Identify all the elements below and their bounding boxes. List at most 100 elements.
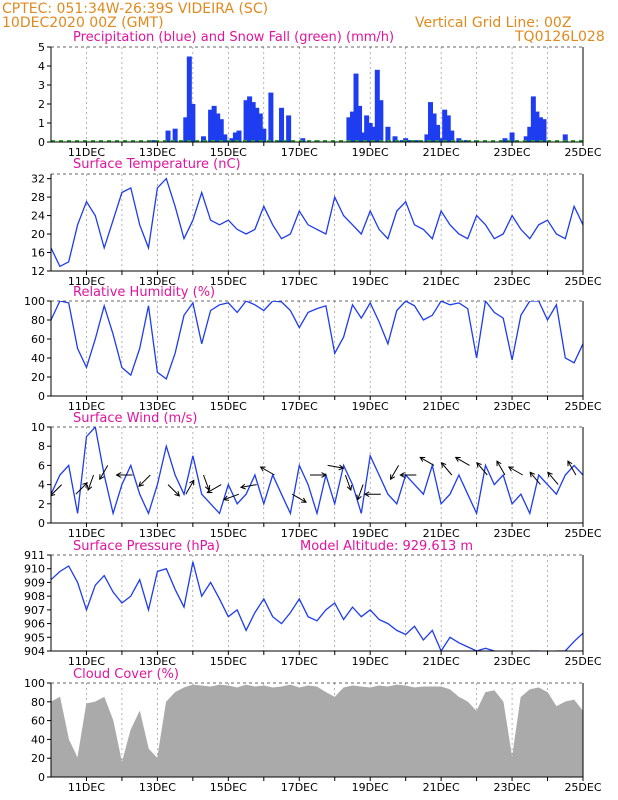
precip-ytick-label: 5 bbox=[38, 41, 45, 54]
wind-arrow-shaft bbox=[51, 484, 62, 496]
cloud-xtick-label: 23DEC bbox=[494, 781, 531, 794]
cloud-ytick-label: 80 bbox=[31, 696, 45, 709]
wind-arrow-shaft bbox=[99, 465, 109, 480]
precip-bar bbox=[523, 136, 529, 142]
precip-bar bbox=[215, 113, 221, 142]
pressure-data bbox=[51, 561, 583, 651]
precip-bar bbox=[378, 100, 384, 142]
temp-xtick-label: 15DEC bbox=[210, 275, 247, 288]
temp-title: Surface Temperature (nC) bbox=[73, 157, 241, 172]
temp-panel: Surface Temperature (nC) 12 16 20 24 28 32 11DE… bbox=[31, 157, 602, 288]
cloud-ytick-label: 40 bbox=[31, 733, 45, 746]
precip-ytick-label: 0 bbox=[38, 136, 45, 149]
wind-ytick-label: 0 bbox=[38, 517, 45, 530]
rh-ytick-label: 20 bbox=[31, 371, 45, 384]
precip-bar bbox=[208, 109, 214, 142]
wind-arrow-head bbox=[419, 456, 426, 462]
precip-bar bbox=[257, 113, 263, 142]
rh-xtick-label: 23DEC bbox=[494, 400, 531, 413]
rh-xtick-label: 19DEC bbox=[352, 400, 389, 413]
precip-bar bbox=[211, 105, 217, 142]
temp-xtick-label: 17DEC bbox=[281, 275, 318, 288]
pressure-ytick-label: 904 bbox=[24, 645, 45, 658]
cloud-xtick-label: 13DEC bbox=[139, 781, 176, 794]
wind-arrow-shaft bbox=[441, 462, 453, 476]
rh-xtick-label: 11DEC bbox=[68, 400, 105, 413]
wind-xtick-label: 21DEC bbox=[423, 527, 460, 540]
rh-ytick-label: 100 bbox=[24, 295, 45, 308]
precip-bar bbox=[151, 140, 157, 142]
temp-series-line bbox=[51, 177, 583, 268]
temp-xtick-label: 19DEC bbox=[352, 275, 389, 288]
cloud-ytick-label: 60 bbox=[31, 715, 45, 728]
cloud-xtick-label: 15DEC bbox=[210, 781, 247, 794]
wind-arrow-head bbox=[189, 479, 195, 486]
wind-arrow-head bbox=[222, 495, 229, 501]
rh-xtick-label: 17DEC bbox=[281, 400, 318, 413]
precip-bar bbox=[218, 119, 224, 142]
wind-arrow-head bbox=[138, 481, 144, 488]
precip-bar bbox=[190, 104, 196, 142]
wind-ytick-label: 6 bbox=[38, 459, 45, 472]
wind-arrow-head bbox=[440, 461, 447, 468]
temp-ytick-label: 16 bbox=[31, 247, 45, 260]
pressure-xtick-label: 15DEC bbox=[210, 655, 247, 668]
wind-arrow-shaft bbox=[455, 456, 470, 466]
precip-bar bbox=[353, 73, 359, 142]
precip-bar bbox=[243, 100, 249, 142]
pressure-xtick-label: 21DEC bbox=[423, 655, 460, 668]
wind-arrow-shaft bbox=[138, 474, 151, 487]
precip-bar bbox=[261, 128, 267, 142]
precip-bar bbox=[186, 56, 192, 142]
precip-bar bbox=[349, 111, 355, 142]
wind-ytick-label: 8 bbox=[38, 440, 45, 453]
precip-bar bbox=[172, 128, 178, 142]
precip-bar bbox=[406, 140, 412, 142]
wind-arrow-shaft bbox=[476, 462, 488, 476]
temp-ytick-label: 28 bbox=[31, 191, 45, 204]
wind-arrow-shaft bbox=[390, 465, 400, 480]
cloud-data bbox=[51, 684, 583, 777]
wind-arrow-shaft bbox=[75, 482, 88, 495]
wind-arrow-shaft bbox=[508, 466, 523, 476]
precip-bar bbox=[254, 107, 260, 142]
pressure-title: Surface Pressure (hPa) bbox=[73, 539, 220, 554]
wind-arrow-head bbox=[363, 491, 370, 498]
temp-ytick-label: 20 bbox=[31, 228, 45, 241]
rh-series-line bbox=[51, 301, 583, 380]
wind-arrow-shaft bbox=[496, 460, 506, 476]
wind-arrow-head bbox=[115, 472, 122, 478]
precip-bar bbox=[392, 136, 398, 142]
rh-ytick-label: 0 bbox=[38, 390, 45, 403]
cloud-xtick-label: 11DEC bbox=[68, 781, 105, 794]
wind-arrow-shaft bbox=[291, 493, 307, 503]
wind-ytick-label: 4 bbox=[38, 479, 45, 492]
wind-arrow-shaft bbox=[207, 484, 222, 494]
precip-bar bbox=[268, 92, 274, 142]
wind-arrow-shaft bbox=[87, 474, 95, 491]
temp-xtick-label: 11DEC bbox=[68, 275, 105, 288]
wind-arrow-shaft bbox=[529, 472, 541, 485]
cloud-xtick-label: 19DEC bbox=[352, 781, 389, 794]
wind-data bbox=[51, 427, 583, 516]
precip-bar bbox=[286, 115, 292, 142]
header-grid-note: Vertical Grid Line: 00Z bbox=[415, 15, 571, 31]
precip-bar bbox=[427, 102, 433, 142]
pressure-xtick-label: 11DEC bbox=[68, 655, 105, 668]
wind-arrow-head bbox=[454, 456, 461, 462]
precip-bar bbox=[438, 138, 444, 142]
rh-xtick-label: 15DEC bbox=[210, 400, 247, 413]
wind-arrow-head bbox=[86, 485, 93, 492]
temp-data bbox=[51, 177, 583, 268]
wind-panel: Surface Wind (m/s) 0 2 4 6 8 10 11DEC 13DEC 15DEC… bbox=[31, 411, 602, 540]
precip-bar bbox=[229, 138, 235, 142]
precip-bar bbox=[371, 126, 377, 142]
precip-bar bbox=[165, 130, 171, 142]
pressure-annotation: Model Altitude: 929.613 m bbox=[300, 539, 473, 554]
precip-xtick-label: 11DEC bbox=[68, 146, 105, 159]
precip-ytick-label: 1 bbox=[38, 117, 45, 130]
wind-arrow-shaft bbox=[185, 480, 195, 495]
header-location: CPTEC: 051:34W-26:39S VIDEIRA (SC) bbox=[2, 1, 268, 17]
pressure-ytick-label: 908 bbox=[24, 590, 45, 603]
